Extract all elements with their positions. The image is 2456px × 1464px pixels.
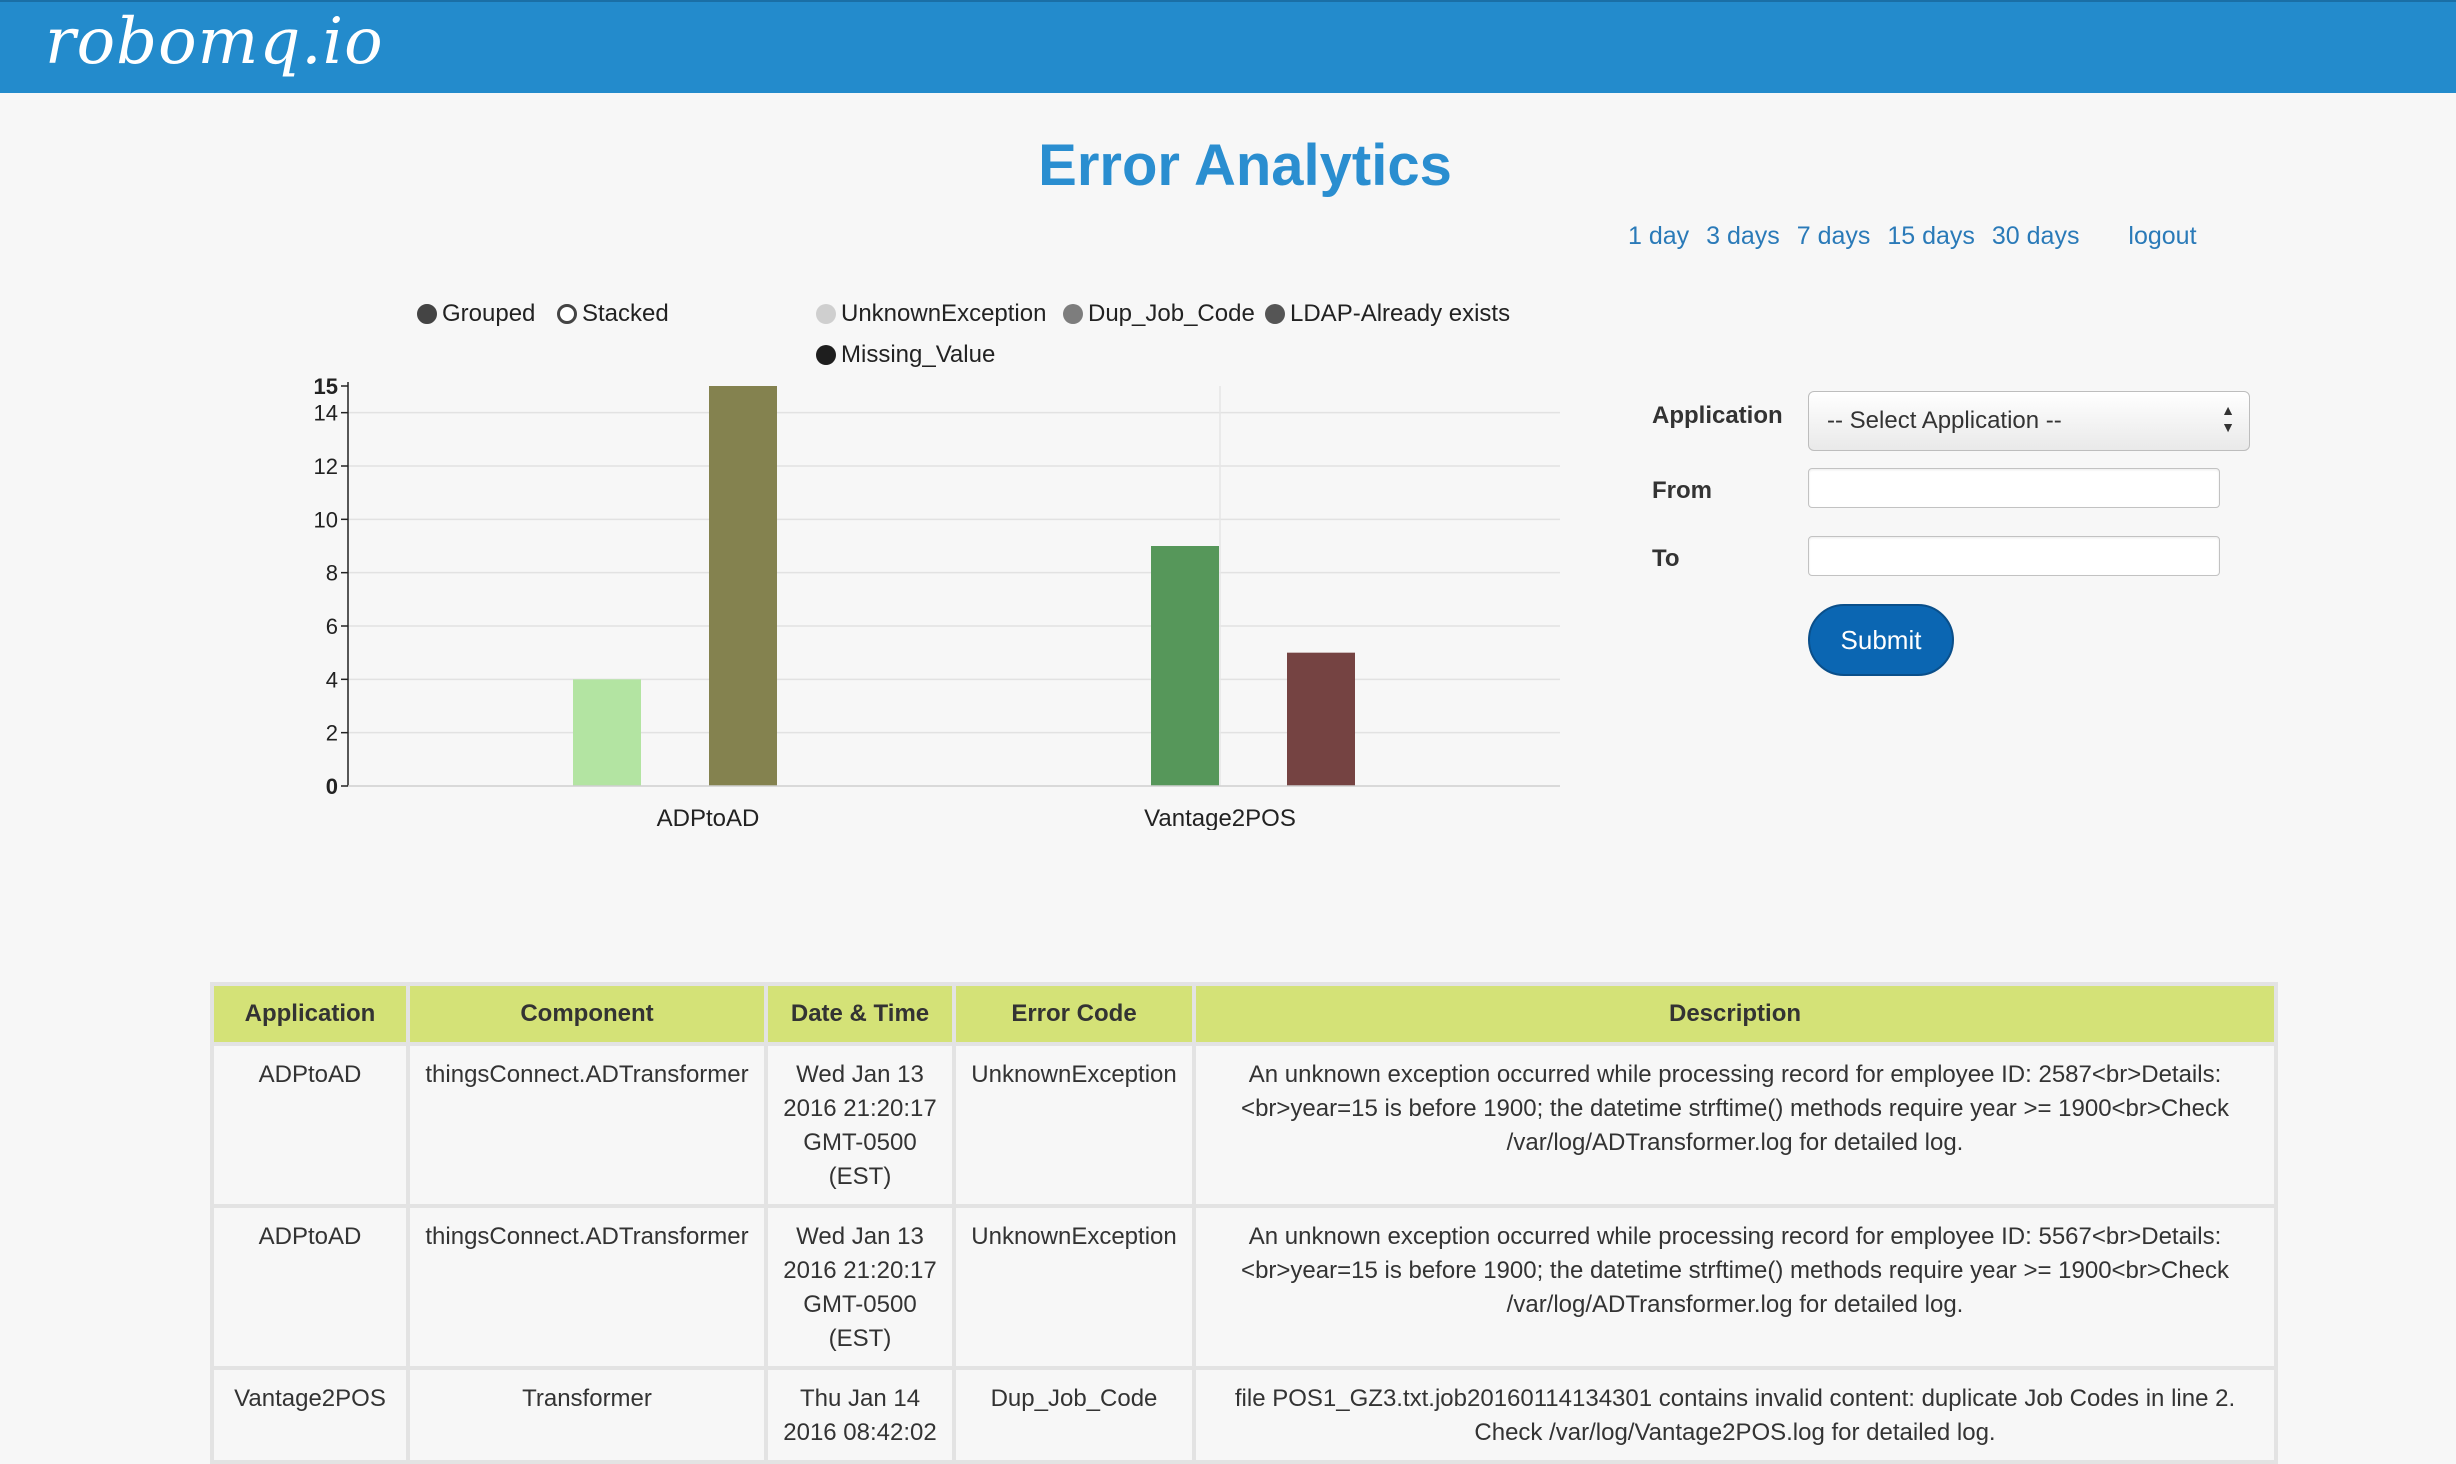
cell-application: ADPtoAD [210, 1204, 410, 1370]
x-category-label: ADPtoAD [657, 805, 760, 830]
cell-description: An unknown exception occurred while proc… [1192, 1204, 2278, 1370]
grouped-radio[interactable]: Grouped [417, 298, 535, 330]
legend-dot-icon [1063, 304, 1083, 324]
legend-label: LDAP-Already exists [1290, 300, 1511, 327]
to-label: To [1652, 545, 1680, 572]
to-date-input[interactable] [1808, 536, 2220, 576]
y-tick-label: 14 [314, 401, 338, 426]
bar-vantage2pos-missing-value [1287, 652, 1355, 786]
legend-label: UnknownException [841, 300, 1047, 327]
table-row: Vantage2POS Transformer Thu Jan 14 2016 … [210, 1366, 2278, 1464]
application-select-value: -- Select Application -- [1827, 407, 2062, 434]
cell-description: file POS1_GZ3.txt.job20160114134301 cont… [1192, 1366, 2278, 1464]
cell-component: Transformer [406, 1366, 768, 1464]
stacked-label: Stacked [582, 300, 669, 327]
column-header-date-time[interactable]: Date & Time [764, 982, 956, 1046]
grouped-label: Grouped [442, 300, 536, 327]
table-row: ADPtoAD thingsConnect.ADTransformer Wed … [210, 1204, 2278, 1370]
radio-unselected-icon [557, 304, 577, 324]
y-tick-label: 0 [326, 774, 338, 799]
column-header-application[interactable]: Application [210, 982, 410, 1046]
top-header-bar: robomq.io [0, 0, 2456, 93]
column-header-error-code[interactable]: Error Code [952, 982, 1196, 1046]
from-label: From [1652, 477, 1712, 504]
cell-date-time: Wed Jan 13 2016 21:20:17 GMT-0500 (EST) [764, 1042, 956, 1208]
legend-label: Dup_Job_Code [1088, 300, 1255, 327]
table-header-row: Application Component Date & Time Error … [210, 982, 2278, 1046]
bar-vantage2pos-ldap-already-exists [1151, 546, 1219, 786]
cell-error-code: Dup_Job_Code [952, 1366, 1196, 1464]
y-tick-label: 8 [326, 561, 338, 586]
table-row: ADPtoAD thingsConnect.ADTransformer Wed … [210, 1042, 2278, 1208]
legend-dot-icon [1265, 304, 1285, 324]
cell-application: Vantage2POS [210, 1366, 410, 1464]
bar-adptoad-unknownexception [573, 679, 641, 786]
page-title: Error Analytics [1038, 133, 1452, 198]
column-header-description[interactable]: Description [1192, 982, 2278, 1046]
logout-link[interactable]: logout [2128, 222, 2197, 250]
legend-ldap-already-exists[interactable]: LDAP-Already exists [1265, 298, 1510, 330]
y-tick-label: 15 [314, 374, 338, 399]
application-select[interactable]: -- Select Application -- ▲ ▼ [1808, 391, 2250, 451]
y-tick-label: 6 [326, 614, 338, 639]
stacked-radio[interactable]: Stacked [557, 298, 669, 330]
y-tick-label: 4 [326, 667, 338, 692]
radio-selected-icon [417, 304, 437, 324]
range-3-days-link[interactable]: 3 days [1706, 222, 1780, 250]
legend-dot-icon [816, 345, 836, 365]
range-15-days-link[interactable]: 15 days [1887, 222, 1975, 250]
x-category-label: Vantage2POS [1144, 805, 1296, 830]
range-7-days-link[interactable]: 7 days [1796, 222, 1871, 250]
bar-adptoad-dup-job-code [709, 386, 777, 786]
range-1-day-link[interactable]: 1 day [1628, 222, 1690, 250]
cell-error-code: UnknownException [952, 1042, 1196, 1208]
legend-missing-value[interactable]: Missing_Value [816, 339, 995, 371]
legend-label: Missing_Value [841, 341, 996, 368]
cell-description: An unknown exception occurred while proc… [1192, 1042, 2278, 1208]
column-header-component[interactable]: Component [406, 982, 768, 1046]
time-range-links: 1 day 3 days 7 days 15 days 30 days logo… [1628, 218, 2207, 254]
cell-date-time: Wed Jan 13 2016 21:20:17 GMT-0500 (EST) [764, 1204, 956, 1370]
y-tick-label: 2 [326, 721, 338, 746]
error-table: Application Component Date & Time Error … [210, 982, 2278, 1464]
application-label: Application [1652, 402, 1783, 429]
select-arrows-icon: ▲ ▼ [2221, 402, 2235, 435]
legend-dup-job-code[interactable]: Dup_Job_Code [1063, 298, 1255, 330]
legend-dot-icon [816, 304, 836, 324]
range-30-days-link[interactable]: 30 days [1991, 222, 2080, 250]
submit-button[interactable]: Submit [1808, 604, 1954, 676]
cell-date-time: Thu Jan 14 2016 08:42:02 [764, 1366, 956, 1464]
legend-unknown-exception[interactable]: UnknownException [816, 298, 1046, 330]
cell-error-code: UnknownException [952, 1204, 1196, 1370]
cell-application: ADPtoAD [210, 1042, 410, 1208]
from-date-input[interactable] [1808, 468, 2220, 508]
brand-logo[interactable]: robomq.io [45, 5, 384, 79]
cell-component: thingsConnect.ADTransformer [406, 1042, 768, 1208]
cell-component: thingsConnect.ADTransformer [406, 1204, 768, 1370]
y-tick-label: 10 [314, 507, 338, 532]
y-tick-label: 12 [314, 454, 338, 479]
